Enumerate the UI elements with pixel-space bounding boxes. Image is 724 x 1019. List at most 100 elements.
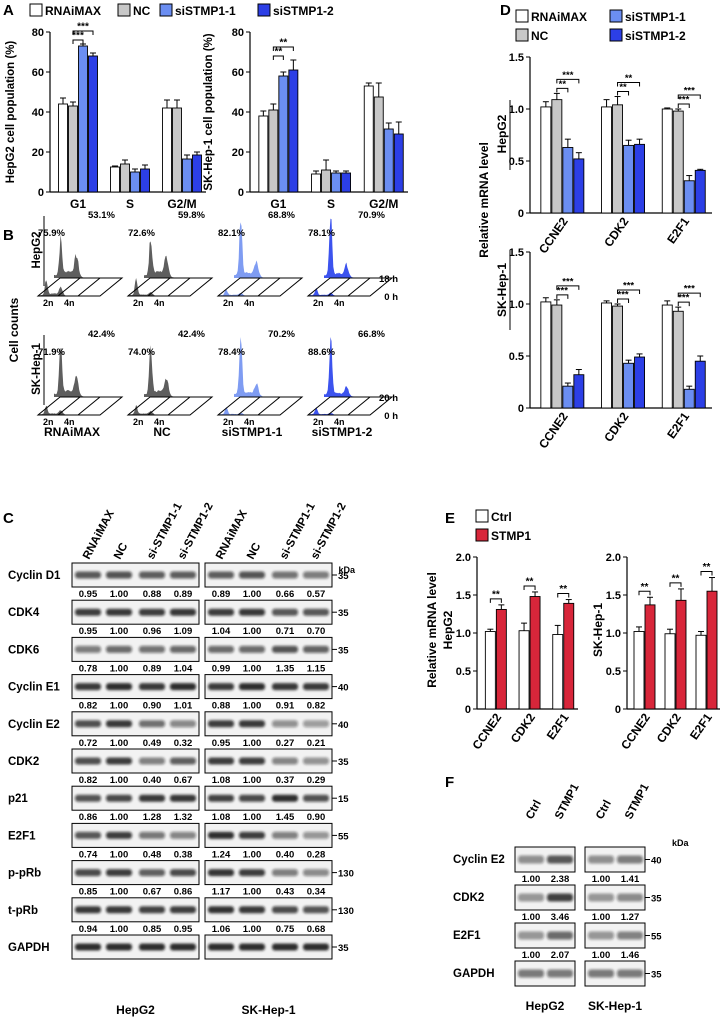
band-quant: 0.67 (143, 887, 162, 898)
bar-sistmp1-1-g2m (182, 158, 192, 193)
column-label: NC (153, 425, 171, 439)
band-quant: 1.41 (621, 874, 640, 885)
bar-sistmp1-1-e2f1 (683, 388, 695, 409)
bar-rnaimax-cdk2 (601, 106, 612, 214)
band-quant: 0.72 (79, 738, 98, 749)
band-quant: 1.09 (174, 626, 193, 637)
band-quant: 0.95 (79, 626, 98, 637)
band-quant: 1.00 (110, 663, 129, 674)
bar-stmp1-cdk2 (675, 599, 687, 710)
band-quant: 1.17 (212, 887, 231, 898)
y-tick-label: 0.5 (509, 156, 524, 168)
label-2n: 2n (133, 417, 144, 427)
band-quant: 1.00 (592, 950, 611, 961)
band-quant: 1.00 (110, 849, 129, 860)
blot-band (208, 683, 234, 691)
blot-band (547, 969, 573, 978)
significance-label: *** (678, 293, 689, 304)
bar-stmp1-ccne2 (495, 608, 507, 710)
category-label: G1 (70, 197, 86, 211)
legend-swatch-si1 (159, 3, 173, 17)
bar-stmp1-e2f1 (563, 602, 575, 710)
significance-bracket (272, 55, 284, 60)
bar-rnaimax-g1 (258, 115, 269, 193)
time-0h: 0 h (384, 411, 398, 422)
blot-band (617, 855, 643, 864)
column-label: siSTMP1-2 (312, 425, 373, 439)
histogram-floor (216, 396, 304, 416)
band-quant: 1.00 (243, 924, 262, 935)
blot-band (303, 608, 329, 616)
histogram-late (324, 218, 380, 278)
band-quant: 0.70 (307, 626, 326, 637)
g1-percentage: 82.1% (218, 228, 245, 239)
kda-label: kDa (672, 838, 690, 848)
blot-band (106, 720, 132, 728)
blot-band (272, 943, 298, 951)
blot-band (303, 869, 329, 877)
blot-band (170, 571, 196, 579)
bar-sistmp1-1-g1 (78, 45, 88, 193)
blot-band (547, 855, 573, 864)
legend-panel-d: RNAiMAX NC siSTMP1-1 siSTMP1-2 (515, 9, 686, 43)
blot-band (106, 869, 132, 877)
g1-percentage: 78.1% (308, 228, 335, 239)
category-label: CCNE2 (536, 409, 571, 451)
e-ylabel: Relative mRNA level (425, 572, 439, 688)
column-label: RNAiMAX (44, 425, 100, 439)
blot-band (170, 608, 196, 616)
blot-band (518, 969, 544, 978)
histogram-0h (130, 404, 182, 415)
bar-rnaimax-e2f1 (661, 108, 673, 214)
legend-swatch-rnaimax-d (515, 9, 529, 23)
bar-nc-g2m (172, 107, 182, 193)
g1-percentage: 75.9% (38, 228, 65, 239)
legend-swatch-si2-d (609, 28, 623, 42)
blot-label: t-pRb (8, 905, 38, 917)
blot-band (208, 757, 234, 765)
label-4n: 4n (154, 298, 165, 308)
blot-band (617, 893, 643, 902)
bar-nc-e2f1 (672, 110, 684, 214)
significance-label: *** (77, 22, 89, 33)
y-tick-label: 60 (232, 67, 244, 79)
legend-label-nc: NC (133, 4, 151, 18)
significance-label: *** (678, 95, 689, 106)
blot-label: E2F1 (453, 930, 481, 942)
label-4n: 4n (64, 298, 75, 308)
mw-label: 35 (338, 943, 349, 954)
blot-band (170, 794, 196, 802)
floor-divider (327, 277, 351, 297)
significance-bracket (556, 78, 580, 84)
blot-band (170, 831, 196, 839)
category-label: E2F1 (544, 710, 572, 742)
y-tick-label: 1.5 (509, 52, 524, 64)
bar-sistmp1-2-g1 (88, 55, 98, 193)
y-tick-label: 2.0 (456, 552, 471, 564)
blot-label: CDK6 (8, 644, 39, 656)
significance-bracket (700, 571, 713, 576)
significance-bracket (72, 39, 84, 44)
bar-sistmp1-1-ccne2 (562, 147, 574, 214)
bar-nc-e2f1 (672, 310, 684, 409)
blot-band (208, 831, 234, 839)
g2-percentage: 66.8% (358, 329, 385, 340)
band-quant: 0.96 (143, 626, 162, 637)
blot-label: CDK2 (453, 892, 484, 904)
bar-nc-cdk2 (612, 104, 623, 214)
mw-label: 15 (338, 794, 349, 805)
mw-label: 35 (338, 757, 349, 768)
band-quant: 0.49 (143, 738, 162, 749)
blot-band (139, 720, 165, 728)
significance-bracket (556, 294, 569, 299)
bar-nc-ccne2 (551, 99, 563, 214)
bar-sistmp1-2-cdk2 (634, 356, 645, 409)
blot-band (75, 645, 101, 653)
significance-label: ** (619, 82, 627, 93)
blot-band (139, 869, 165, 877)
floor-divider (147, 277, 171, 297)
band-quant: 1.00 (243, 701, 262, 712)
bar-ctrl-e2f1 (695, 634, 707, 710)
histogram-late (234, 222, 290, 278)
blot-label: p21 (8, 793, 28, 805)
